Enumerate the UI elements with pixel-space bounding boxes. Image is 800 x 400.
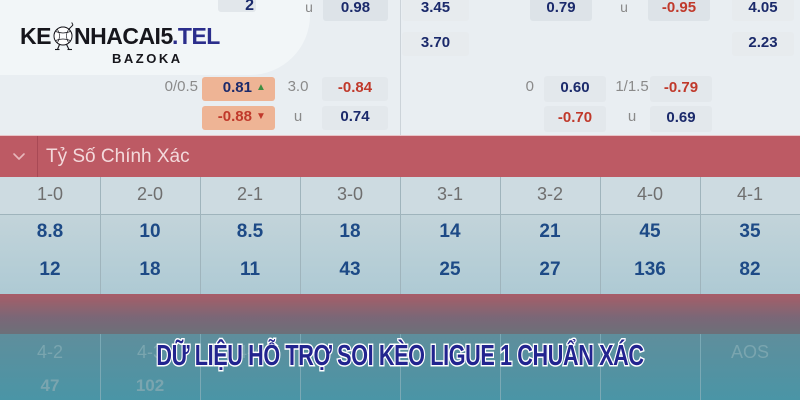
- svg-text:NHACAI5: NHACAI5: [74, 23, 173, 49]
- svg-text:.TEL: .TEL: [172, 23, 220, 49]
- svg-text:KE: KE: [20, 23, 51, 49]
